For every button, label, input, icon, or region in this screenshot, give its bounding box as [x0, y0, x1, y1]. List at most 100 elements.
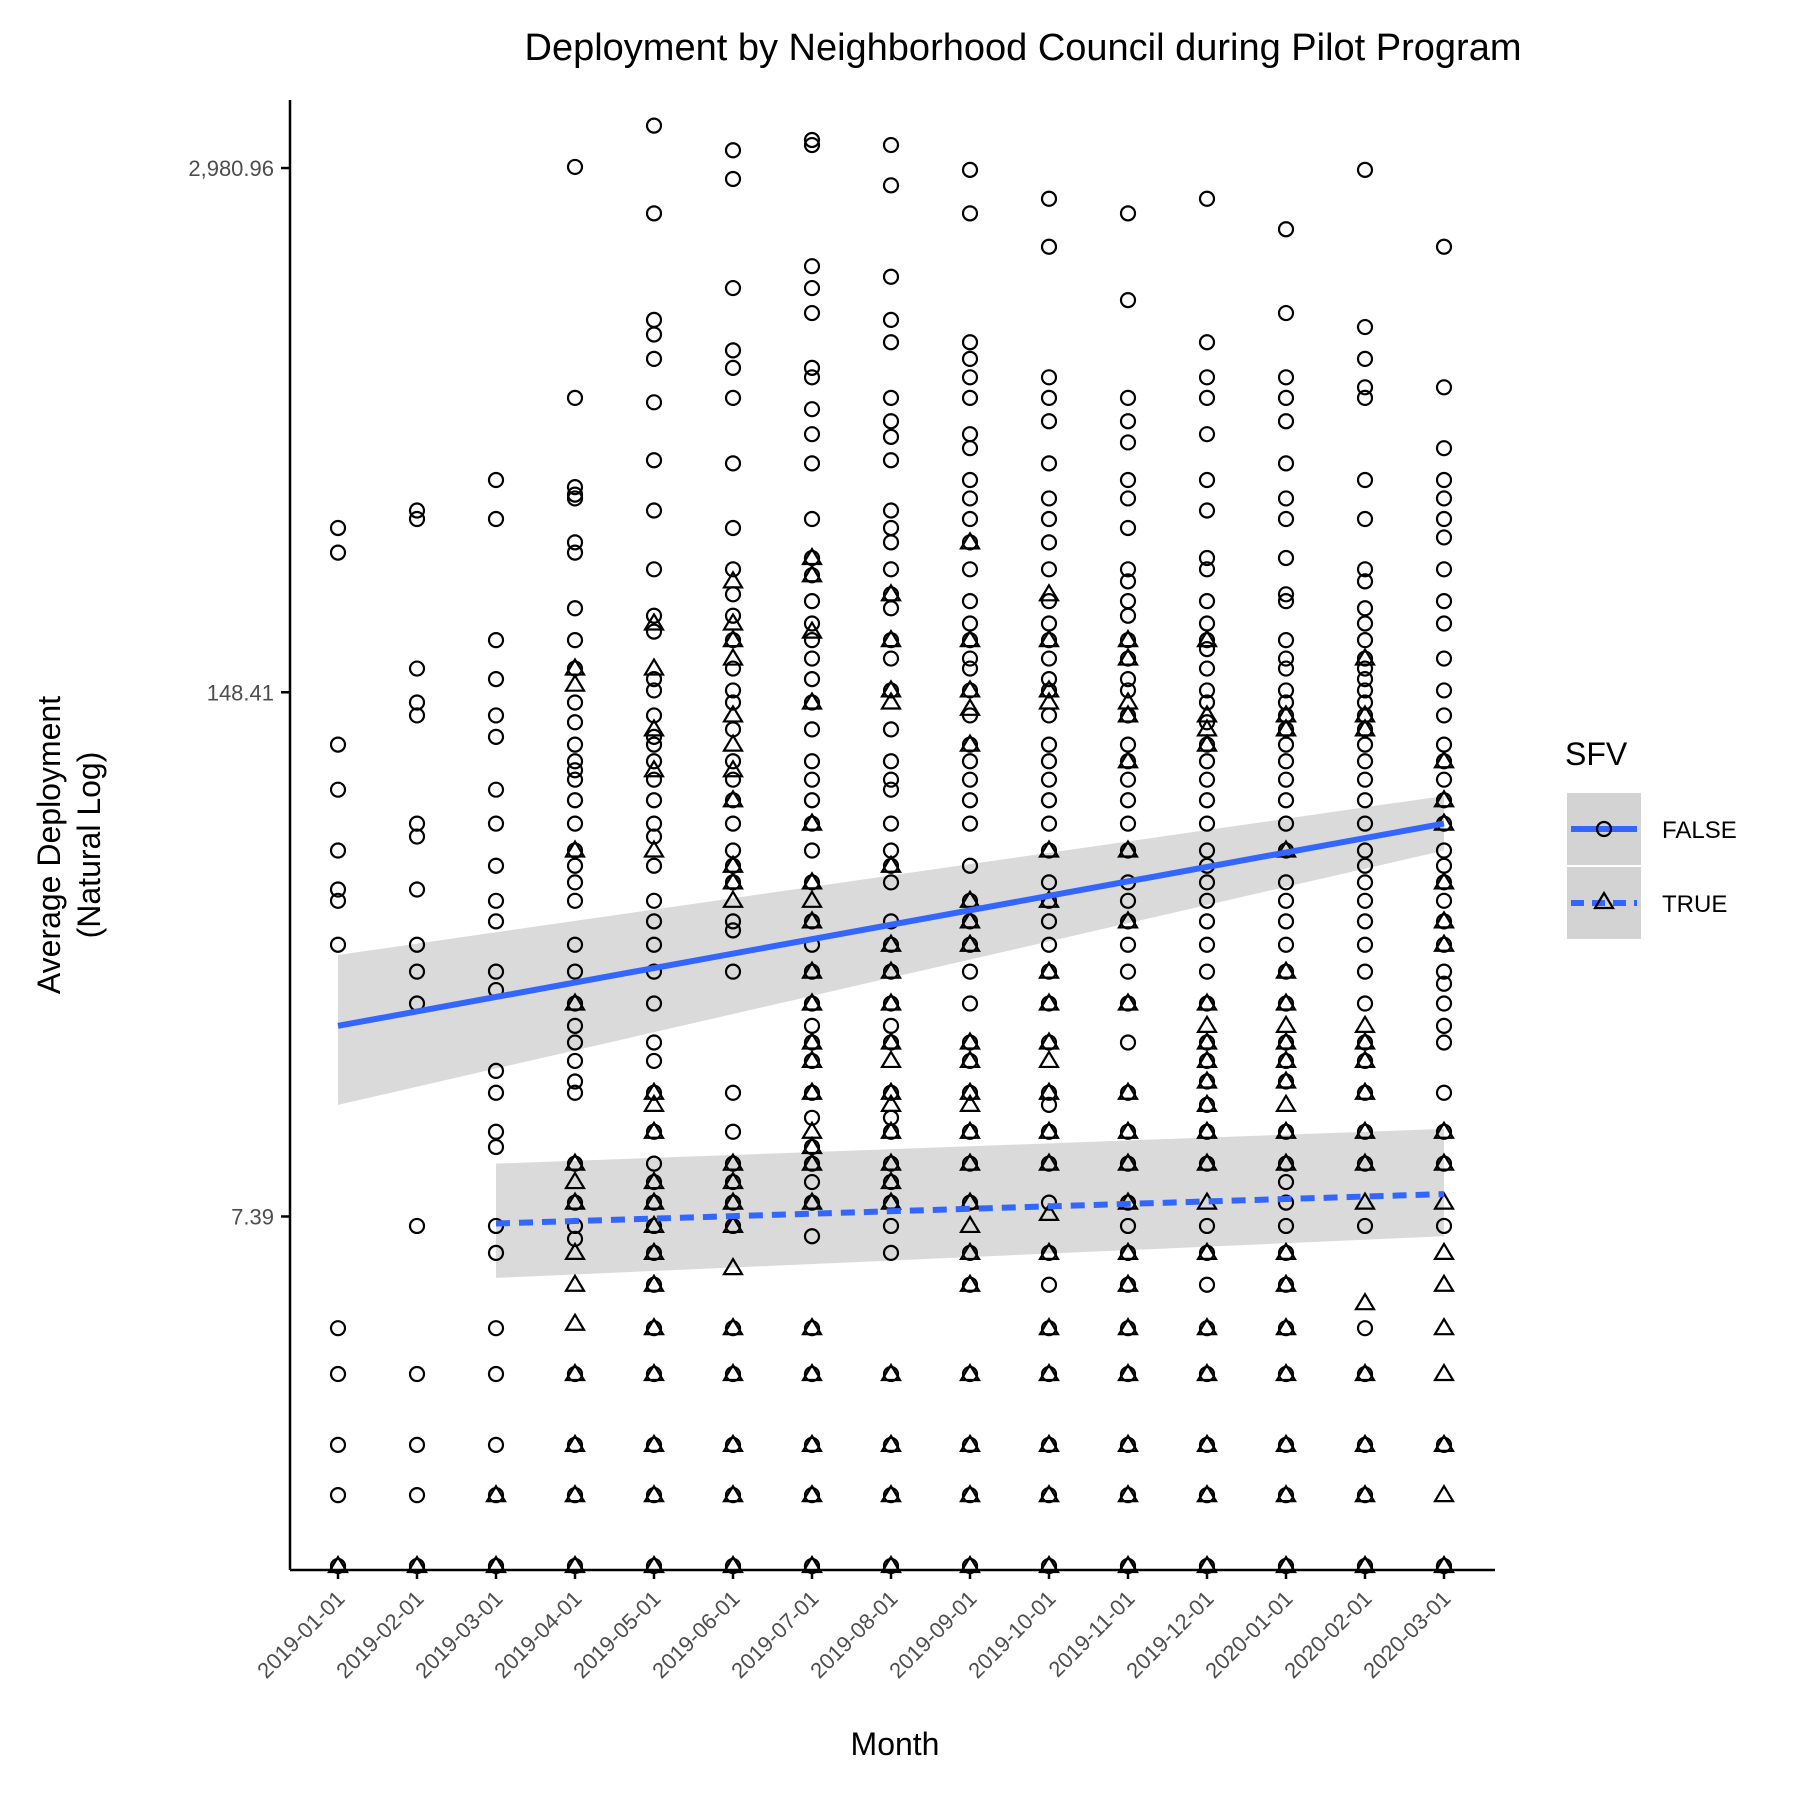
confidence-ribbon-true: [496, 1128, 1444, 1278]
point-false: [1277, 660, 1295, 677]
point-false: [1198, 792, 1216, 809]
point-false: [1040, 615, 1058, 632]
point-false: [882, 771, 900, 788]
trend-line-false: [337, 820, 1445, 1029]
point-true: [880, 1049, 902, 1069]
point-false: [645, 913, 663, 930]
point-true: [880, 583, 902, 602]
point-false: [1435, 682, 1453, 699]
point-false: [1435, 440, 1453, 457]
point-false: [961, 334, 979, 351]
point-false: [724, 963, 742, 980]
point-false: [329, 781, 347, 798]
point-false: [1277, 632, 1295, 649]
point-false: [724, 342, 742, 359]
point-true: [1275, 992, 1297, 1011]
point-true: [1038, 960, 1060, 979]
point-true: [1038, 1152, 1060, 1171]
point-false: [487, 671, 505, 688]
point-false: [1119, 389, 1137, 406]
point-true: [801, 910, 823, 929]
legend-title: SFV: [1565, 736, 1628, 772]
point-false: [1356, 510, 1374, 528]
point-false: [566, 736, 584, 753]
point-true: [1196, 1093, 1218, 1112]
point-false: [566, 771, 584, 788]
point-false: [1198, 771, 1216, 788]
point-true: [959, 1362, 981, 1382]
point-false: [566, 534, 584, 551]
point-false: [803, 131, 821, 149]
point-true: [1038, 1362, 1060, 1382]
point-false: [1119, 292, 1137, 309]
point-true: [722, 1256, 744, 1276]
point-false: [724, 1084, 742, 1101]
point-true: [1196, 1014, 1218, 1033]
y-tick-label: 2,980.96: [188, 156, 274, 181]
point-false: [1435, 1034, 1453, 1051]
point-true: [1038, 1241, 1060, 1260]
point-true: [722, 1433, 744, 1452]
point-false: [1435, 1017, 1453, 1034]
point-true: [801, 1049, 823, 1069]
point-true: [959, 679, 981, 698]
point-false: [1198, 369, 1216, 386]
point-false: [1198, 963, 1216, 980]
point-false: [1040, 490, 1058, 507]
point-false: [566, 753, 584, 770]
point-true: [564, 1362, 586, 1382]
point-false: [882, 334, 900, 351]
point-true: [643, 1433, 665, 1452]
point-false: [1119, 471, 1137, 489]
point-true: [1038, 1484, 1060, 1503]
point-false: [724, 389, 742, 406]
point-true: [801, 871, 823, 890]
point-true: [959, 697, 981, 716]
point-false: [882, 177, 900, 194]
point-false: [803, 279, 821, 297]
point-true: [722, 871, 744, 890]
point-true: [722, 759, 744, 778]
point-false: [1040, 389, 1058, 406]
point-true: [1117, 1081, 1139, 1100]
point-true: [801, 1484, 823, 1503]
point-true: [959, 1093, 981, 1112]
point-false: [329, 1487, 347, 1504]
point-true: [722, 1170, 744, 1190]
point-true: [880, 1031, 902, 1050]
legend-key-true-marker: [1593, 890, 1615, 910]
point-false: [724, 682, 742, 699]
point-true: [1117, 1152, 1139, 1171]
point-true: [880, 1484, 902, 1503]
point-false: [408, 707, 426, 724]
point-true: [564, 1170, 586, 1190]
point-false: [882, 1217, 900, 1235]
point-true: [722, 733, 744, 752]
point-true: [564, 839, 586, 858]
point-false: [645, 117, 663, 134]
point-false: [566, 158, 584, 176]
point-true: [1275, 718, 1297, 737]
confidence-ribbons: [338, 795, 1444, 1278]
point-true: [1117, 1433, 1139, 1452]
point-false: [724, 913, 742, 930]
point-true: [1196, 1317, 1218, 1336]
point-false: [1277, 490, 1295, 507]
point-true: [880, 1170, 902, 1190]
x-axis-ticks: 2019-01-012019-02-012019-03-012019-04-01…: [252, 1570, 1456, 1683]
point-false: [645, 561, 663, 578]
point-false: [1356, 874, 1374, 891]
point-true: [1196, 1031, 1218, 1050]
point-true: [959, 889, 981, 908]
point-false: [1119, 561, 1137, 578]
point-false: [724, 279, 742, 297]
point-true: [1433, 1362, 1455, 1382]
point-false: [1435, 561, 1453, 578]
point-false: [566, 1073, 584, 1090]
point-true: [1196, 992, 1218, 1011]
point-false: [1119, 936, 1137, 953]
point-true: [1354, 1014, 1376, 1033]
point-true: [722, 1317, 744, 1336]
point-true: [1196, 733, 1218, 752]
point-true: [643, 1484, 665, 1503]
